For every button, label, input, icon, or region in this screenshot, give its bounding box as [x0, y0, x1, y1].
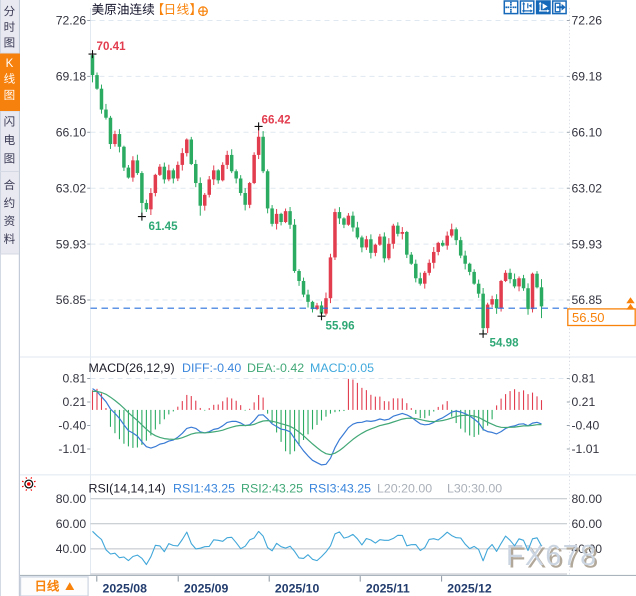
svg-text:RSI2:43.25: RSI2:43.25 [241, 482, 303, 496]
svg-text:0.81: 0.81 [572, 372, 596, 386]
svg-text:2025/08: 2025/08 [103, 582, 148, 596]
svg-text:66.42: 66.42 [262, 114, 291, 127]
svg-text:RSI3:43.25: RSI3:43.25 [309, 482, 371, 496]
svg-text:2025/09: 2025/09 [184, 582, 229, 596]
svg-text:-1.01: -1.01 [572, 442, 600, 456]
svg-text:FX678: FX678 [508, 543, 599, 575]
svg-text:61.45: 61.45 [149, 220, 179, 233]
svg-text:60.00: 60.00 [56, 517, 87, 531]
svg-text:63.02: 63.02 [56, 181, 87, 195]
svg-text:FX678: FX678 [506, 540, 597, 572]
svg-text:66.10: 66.10 [56, 126, 87, 140]
svg-text:69.18: 69.18 [572, 70, 603, 84]
svg-text:70.41: 70.41 [97, 40, 127, 53]
svg-text:K: K [6, 58, 14, 70]
svg-text:DIFF:-0.40: DIFF:-0.40 [182, 361, 241, 375]
svg-text:80.00: 80.00 [572, 492, 603, 506]
svg-text:56.85: 56.85 [56, 293, 87, 307]
svg-text:40.00: 40.00 [56, 542, 87, 556]
svg-text:59.93: 59.93 [572, 237, 603, 251]
svg-text:-0.40: -0.40 [58, 419, 86, 433]
svg-text:MACD(26,12,9): MACD(26,12,9) [89, 361, 175, 375]
svg-text:RSI1:43.25: RSI1:43.25 [173, 482, 235, 496]
svg-text:2025/12: 2025/12 [447, 582, 492, 596]
svg-text:56.50: 56.50 [572, 310, 605, 325]
svg-text:RSI(14,14,14): RSI(14,14,14) [89, 482, 166, 496]
svg-text:2025/11: 2025/11 [366, 582, 410, 596]
svg-text:59.93: 59.93 [56, 237, 87, 251]
svg-text:60.00: 60.00 [572, 517, 603, 531]
svg-text:DEA:-0.42: DEA:-0.42 [247, 361, 304, 375]
svg-text:63.02: 63.02 [572, 181, 603, 195]
svg-text:0.21: 0.21 [572, 395, 596, 409]
svg-text:-1.01: -1.01 [58, 442, 86, 456]
svg-text:L30:30.00: L30:30.00 [447, 482, 502, 496]
svg-text:2025/10: 2025/10 [275, 582, 320, 596]
svg-text:-0.40: -0.40 [572, 419, 600, 433]
svg-text:66.10: 66.10 [572, 126, 603, 140]
svg-text:54.98: 54.98 [490, 337, 520, 350]
svg-text:72.26: 72.26 [572, 14, 603, 28]
svg-text:80.00: 80.00 [56, 492, 87, 506]
svg-text:72.26: 72.26 [56, 14, 87, 28]
svg-text:56.85: 56.85 [572, 293, 603, 307]
svg-text:55.96: 55.96 [326, 320, 356, 333]
svg-text:40.00: 40.00 [572, 542, 603, 556]
svg-text:L20:20.00: L20:20.00 [377, 482, 432, 496]
svg-text:MACD:0.05: MACD:0.05 [310, 361, 374, 375]
svg-text:0.81: 0.81 [62, 372, 86, 386]
svg-text:69.18: 69.18 [56, 70, 87, 84]
svg-text:0.21: 0.21 [62, 395, 86, 409]
